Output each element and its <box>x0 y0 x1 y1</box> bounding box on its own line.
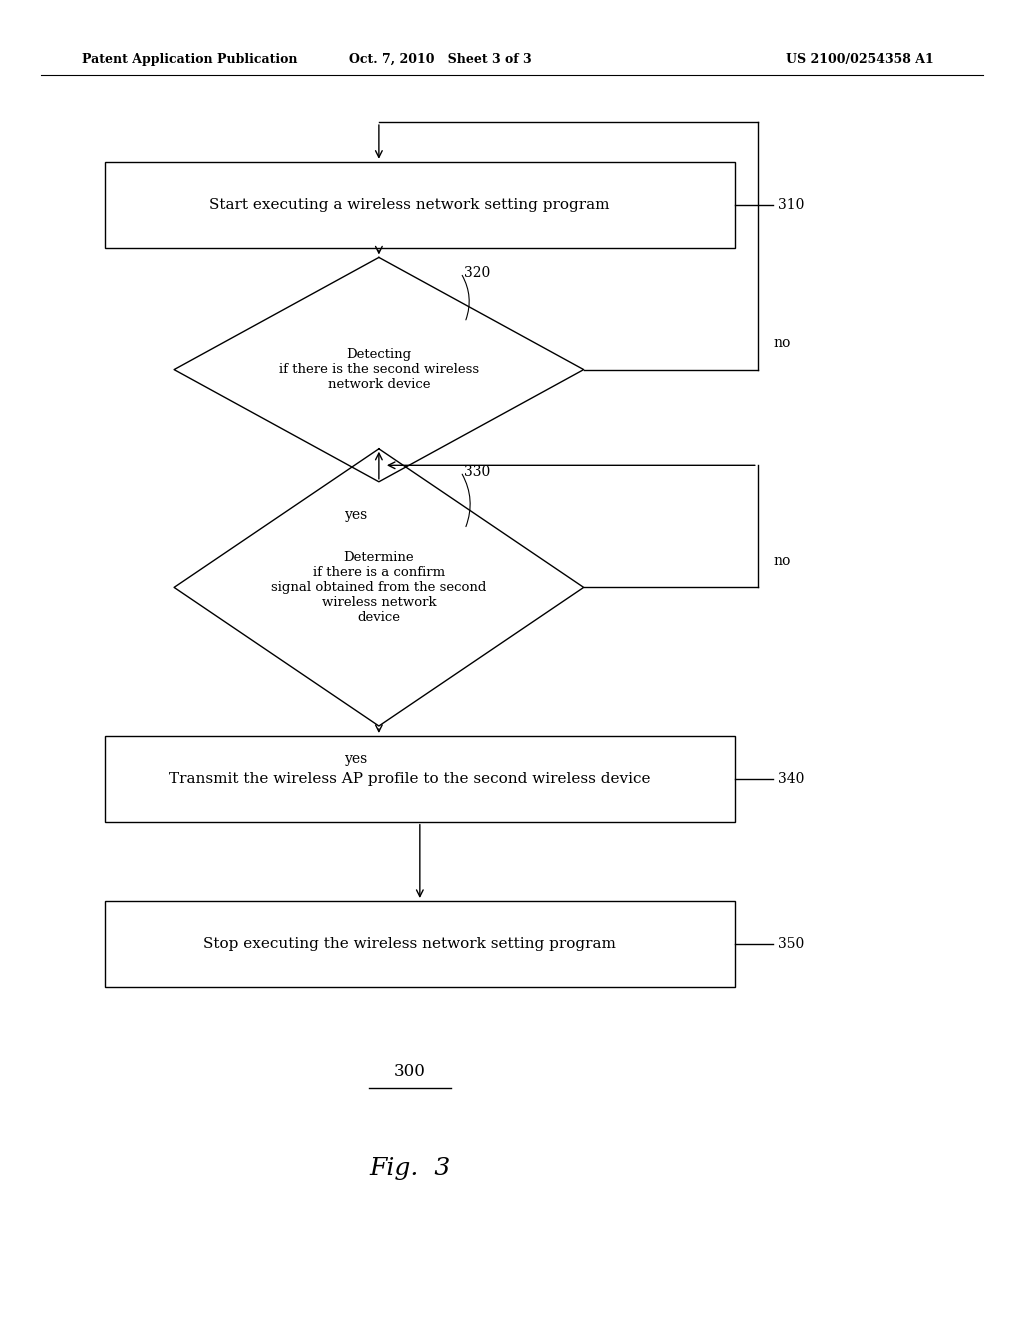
FancyBboxPatch shape <box>104 902 735 987</box>
Text: no: no <box>773 553 791 568</box>
Text: no: no <box>773 335 791 350</box>
Text: Transmit the wireless AP profile to the second wireless device: Transmit the wireless AP profile to the … <box>169 772 650 785</box>
Text: 330: 330 <box>464 465 490 479</box>
Text: Stop executing the wireless network setting program: Stop executing the wireless network sett… <box>203 937 616 950</box>
Text: 310: 310 <box>778 198 805 211</box>
Text: Patent Application Publication: Patent Application Publication <box>82 53 297 66</box>
Text: Oct. 7, 2010   Sheet 3 of 3: Oct. 7, 2010 Sheet 3 of 3 <box>349 53 531 66</box>
Text: Start executing a wireless network setting program: Start executing a wireless network setti… <box>209 198 610 211</box>
Text: 340: 340 <box>778 772 805 785</box>
Text: 350: 350 <box>778 937 805 950</box>
FancyBboxPatch shape <box>104 737 735 821</box>
Text: Determine
if there is a confirm
signal obtained from the second
wireless network: Determine if there is a confirm signal o… <box>271 550 486 624</box>
Text: yes: yes <box>345 752 369 766</box>
Text: Detecting
if there is the second wireless
network device: Detecting if there is the second wireles… <box>279 348 479 391</box>
Text: 300: 300 <box>393 1064 426 1080</box>
Text: 320: 320 <box>464 265 490 280</box>
FancyBboxPatch shape <box>104 162 735 248</box>
Text: yes: yes <box>345 508 369 521</box>
Text: US 2100/0254358 A1: US 2100/0254358 A1 <box>786 53 934 66</box>
Text: Fig.  3: Fig. 3 <box>369 1156 451 1180</box>
